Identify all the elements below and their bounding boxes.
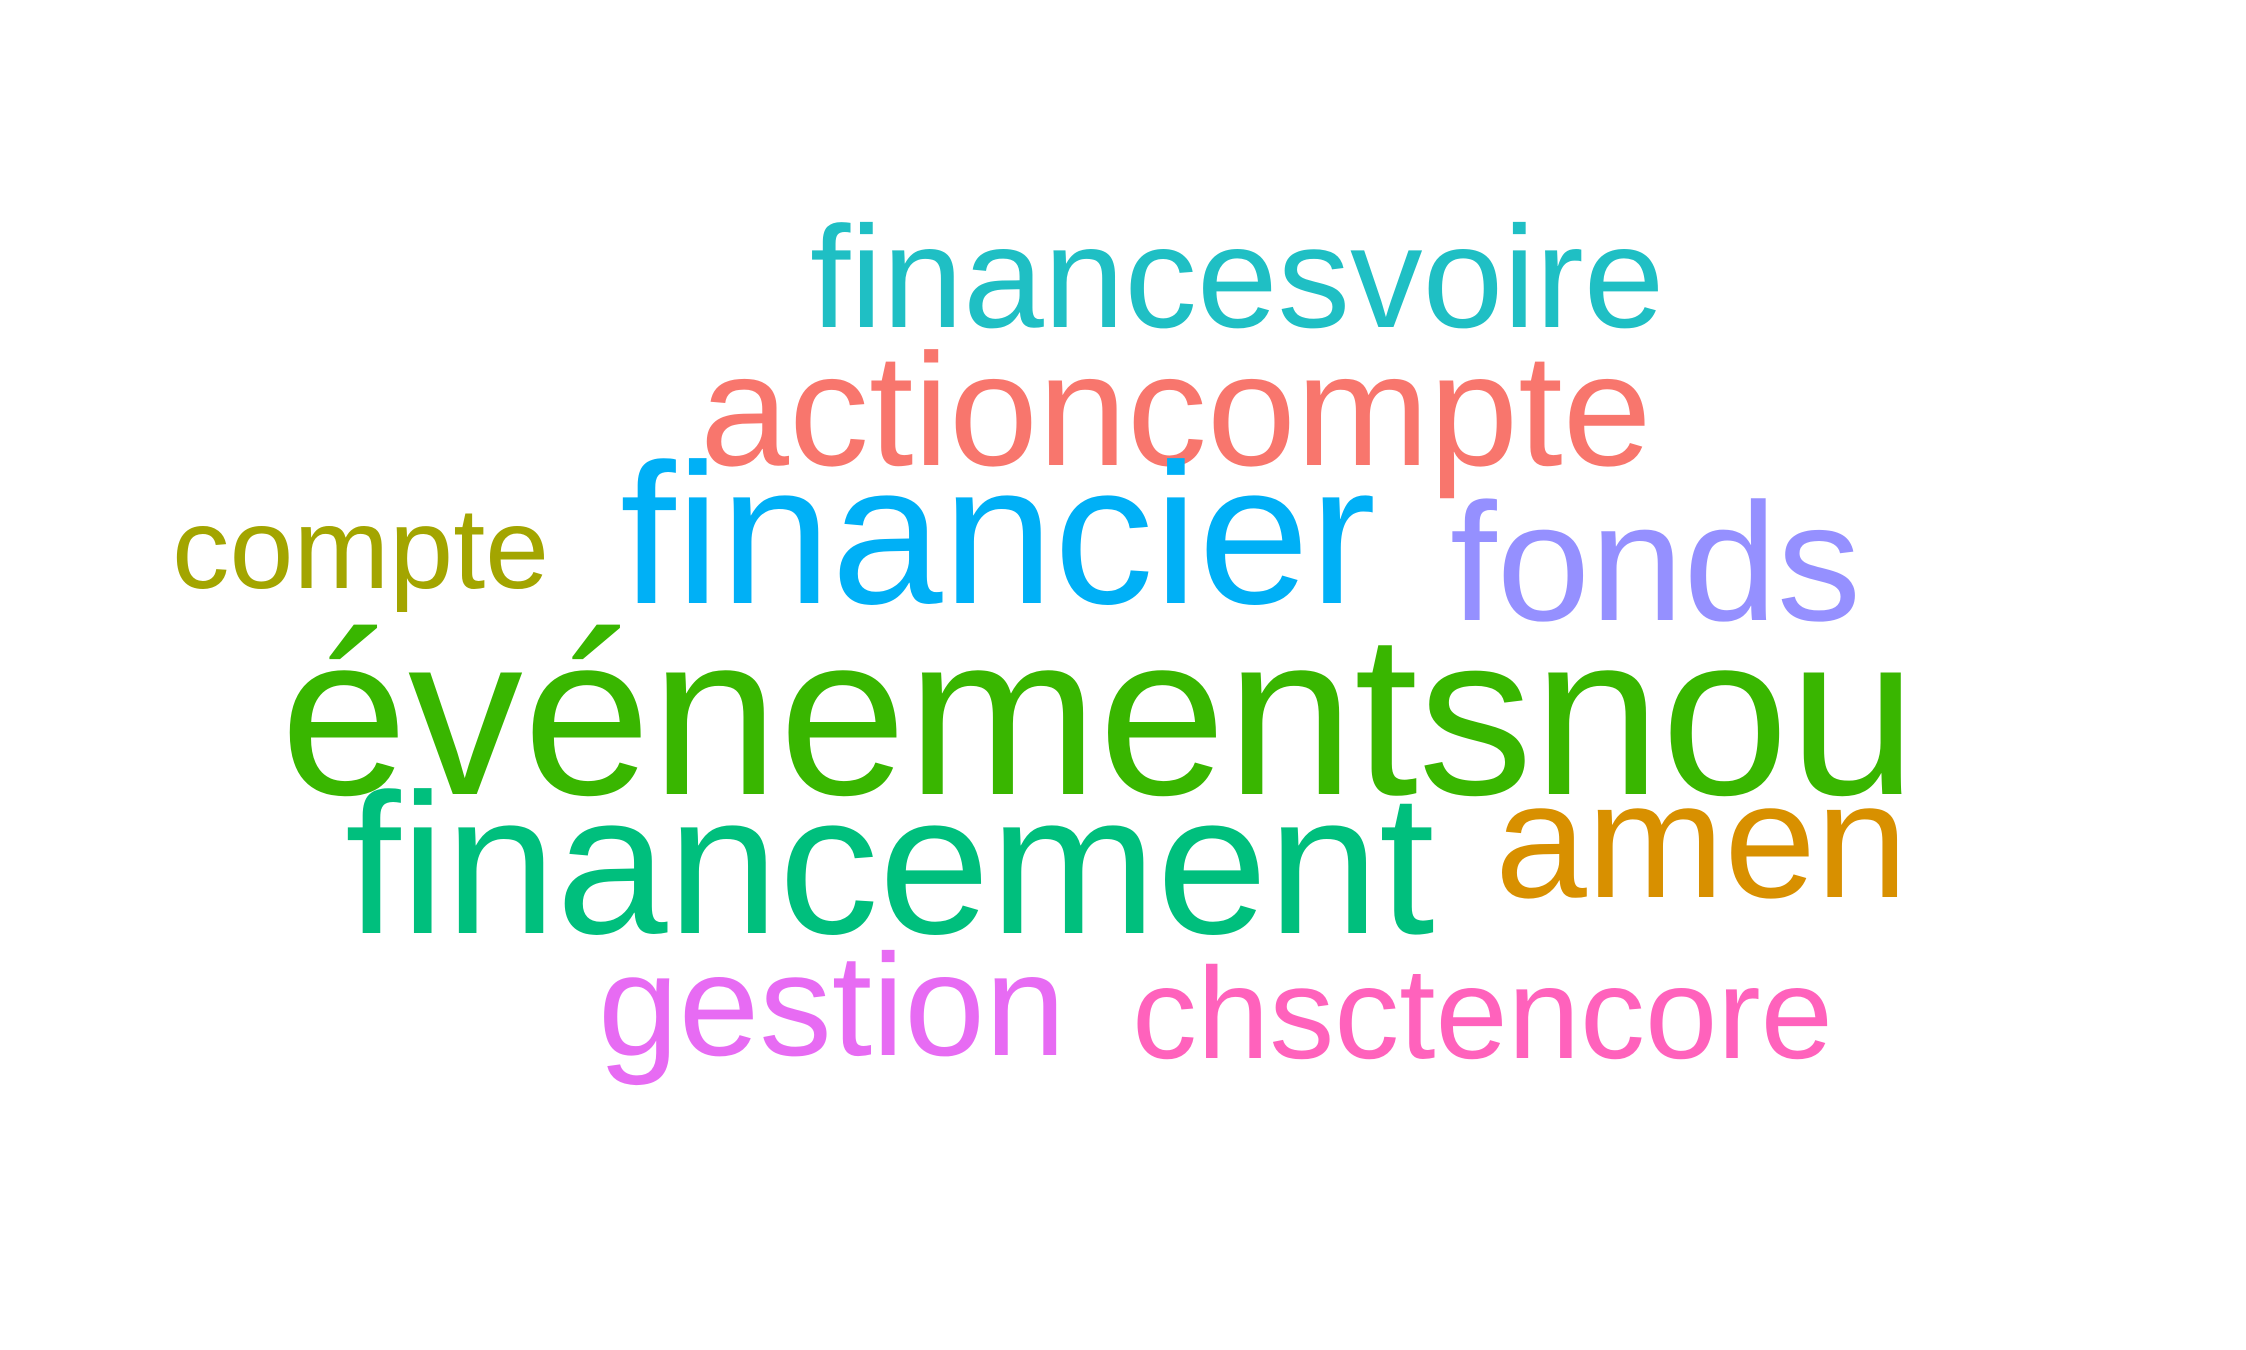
word-evenementsnou: événementsnou [280,586,1917,843]
word-financesvoire: financesvoire [810,196,1665,358]
word-fonds: fonds [1450,468,1861,656]
word-amen: amen [1495,748,1908,932]
word-compte: compte [172,485,550,613]
word-financier: financier [620,423,1376,646]
word-gestion: gestion [598,924,1066,1086]
word-chsctencore: chsctencore [1132,940,1833,1086]
word-actioncompte: actioncompte [700,320,1652,499]
word-financement: financement [345,753,1435,976]
